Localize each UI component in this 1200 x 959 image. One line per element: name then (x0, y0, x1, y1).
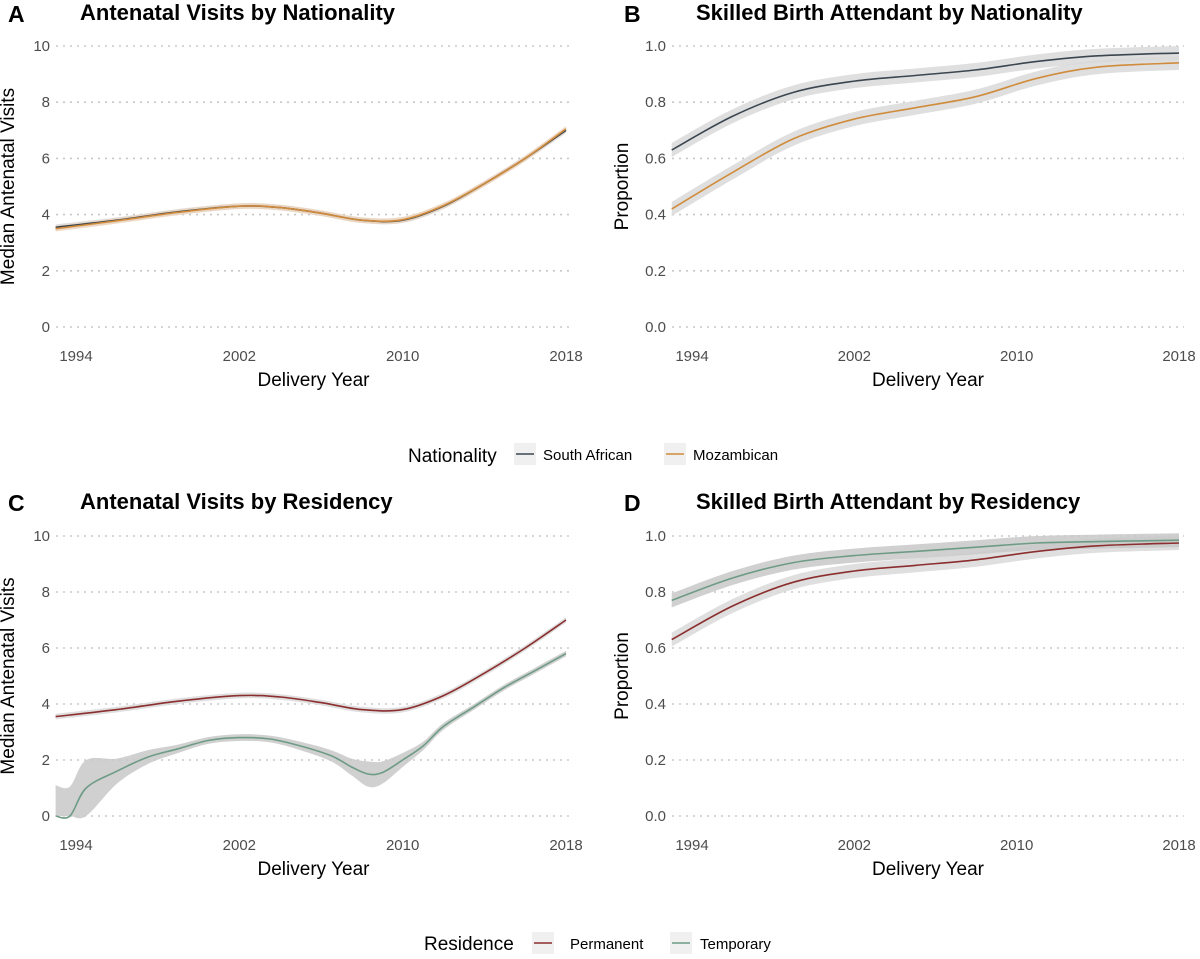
legend-label-temporary: Temporary (700, 936, 771, 953)
y-tick-label: 0.0 (645, 808, 666, 825)
plot-area-a: 0 2 4 6 8 10 1994 2002 2010 2018 Delivery Year Medi… (0, 38, 583, 391)
x-axis-title: Delivery Year (872, 370, 985, 391)
legend-label-mozambican: Mozambican (693, 447, 778, 464)
y-tick-label: 1.0 (645, 528, 666, 545)
x-tick-label: 1994 (675, 348, 708, 365)
x-tick-label: 2002 (223, 837, 256, 854)
y-tick-label: 10 (33, 38, 50, 55)
x-tick-label: 2018 (1162, 837, 1195, 854)
x-tick-label: 1994 (675, 837, 708, 854)
y-tick-label: 0.4 (645, 207, 666, 224)
y-tick-label: 0.8 (645, 584, 666, 601)
panel-letter-c: C (8, 490, 25, 516)
y-tick-label: 0.2 (645, 263, 666, 280)
x-tick-label: 1994 (59, 348, 92, 365)
y-tick-label: 2 (42, 752, 50, 769)
x-axis-title: Delivery Year (258, 370, 371, 391)
ci-band-mozambican (55, 126, 566, 232)
plot-area-c: 0 2 4 6 8 10 1994 2002 2010 2018 Delivery Year Medi… (0, 528, 583, 880)
series-line-temporary (671, 539, 1180, 602)
x-tick-label: 2010 (386, 348, 419, 365)
legend-title-residence: Residence (424, 934, 514, 955)
y-tick-label: 8 (42, 584, 50, 601)
x-tick-label: 2010 (1000, 348, 1033, 365)
x-tick-label: 2018 (549, 348, 582, 365)
ci-band-temporary (55, 650, 566, 819)
x-tick-label: 2018 (549, 837, 582, 854)
y-tick-label: 6 (42, 640, 50, 657)
panel-title-d: Skilled Birth Attendant by Residency (696, 489, 1081, 514)
legend-label-permanent: Permanent (570, 936, 644, 953)
plot-area-d: 0.0 0.2 0.4 0.6 0.8 1.0 1994 2002 2010 2018 Delive… (612, 528, 1196, 880)
legend-nationality: Nationality South African Mozambican (408, 443, 778, 467)
y-tick-label: 0.2 (645, 752, 666, 769)
legend-title-nationality: Nationality (408, 446, 497, 467)
x-axis-title: Delivery Year (258, 859, 371, 880)
x-tick-label: 2018 (1162, 348, 1195, 365)
x-tick-label: 2002 (838, 837, 871, 854)
y-tick-label: 4 (42, 207, 50, 224)
y-tick-label: 2 (42, 263, 50, 280)
panel-letter-a: A (8, 1, 25, 27)
series-line-permanent (671, 542, 1180, 641)
y-tick-label: 1.0 (645, 38, 666, 55)
y-tick-label: 4 (42, 696, 50, 713)
y-tick-label: 0.0 (645, 319, 666, 336)
x-tick-label: 1994 (59, 837, 92, 854)
y-axis-title: Median Antenatal Visits (0, 88, 19, 285)
panel-title-c: Antenatal Visits by Residency (80, 489, 393, 514)
ci-band-mozambican (671, 55, 1179, 217)
x-axis-title: Delivery Year (872, 859, 985, 880)
x-tick-label: 2002 (223, 348, 256, 365)
y-tick-label: 0.6 (645, 150, 666, 167)
panel-letter-d: D (624, 490, 641, 516)
y-tick-label: 0.6 (645, 640, 666, 657)
y-tick-label: 0 (42, 319, 50, 336)
y-tick-label: 0 (42, 808, 50, 825)
panel-c: C Antenatal Visits by Residency 0 2 4 6 8 10 1… (0, 489, 583, 880)
plot-area-b: 0.0 0.2 0.4 0.6 0.8 1.0 1994 2002 2010 2018 Delive… (612, 38, 1196, 391)
series-line-permanent (55, 619, 567, 718)
series-line-temporary (55, 652, 567, 819)
panel-title-b: Skilled Birth Attendant by Nationality (696, 0, 1083, 25)
panel-a: A Antenatal Visits by Nationality 0 2 4 6 8 1… (0, 0, 583, 391)
x-tick-label: 2010 (386, 837, 419, 854)
series-line-mozambican (671, 62, 1180, 210)
y-tick-label: 6 (42, 150, 50, 167)
panel-letter-b: B (624, 1, 641, 27)
y-tick-label: 10 (33, 528, 50, 545)
ci-band-permanent (55, 617, 566, 720)
panel-title-a: Antenatal Visits by Nationality (80, 0, 396, 25)
legend-label-south-african: South African (543, 447, 632, 464)
y-axis-title: Proportion (612, 632, 633, 720)
y-axis-title: Median Antenatal Visits (0, 577, 19, 774)
y-tick-label: 0.8 (645, 94, 666, 111)
x-tick-label: 2002 (838, 348, 871, 365)
panel-d: D Skilled Birth Attendant by Residency 0… (612, 489, 1196, 880)
series-line-south-african (671, 52, 1180, 151)
y-tick-label: 0.4 (645, 696, 666, 713)
series-line-mozambican (55, 128, 567, 230)
legend-residence: Residence Permanent Temporary (424, 932, 771, 955)
y-tick-label: 8 (42, 94, 50, 111)
panel-b: B Skilled Birth Attendant by Nationality… (612, 0, 1196, 391)
ci-band-south-african (671, 46, 1179, 157)
x-tick-label: 2010 (1000, 837, 1033, 854)
y-axis-title: Proportion (612, 143, 633, 231)
